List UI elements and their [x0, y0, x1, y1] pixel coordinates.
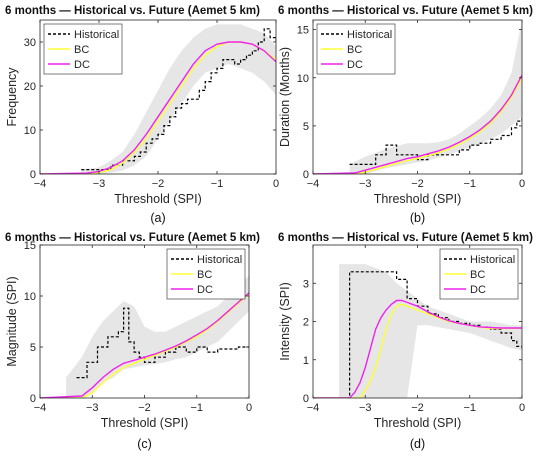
legend-label-bc: BC — [74, 44, 89, 56]
series-line-historical — [81, 28, 276, 171]
chart-panel-3: −4 −3 −2 −1 0 0 5 10 15 Threshold (SPI) Magnitude … — [5, 232, 260, 451]
panel-caption: (b) — [410, 211, 425, 225]
series-line-historical — [76, 307, 249, 379]
x-tick-label: −2 — [152, 178, 165, 190]
y-tick-label: 5 — [30, 342, 36, 354]
panel-caption: (c) — [137, 437, 152, 451]
legend: Historical BC DC — [439, 248, 519, 300]
x-tick-label: −1 — [463, 402, 476, 414]
x-tick-label: −1 — [211, 178, 224, 190]
x-tick-label: −1 — [190, 402, 203, 414]
y-tick-label: 5 — [303, 121, 309, 133]
x-tick-label: 0 — [246, 402, 252, 414]
series-line-dc — [313, 299, 522, 398]
y-axis-label: Magnitude (SPI) — [5, 276, 19, 366]
series-line-bc — [40, 293, 249, 398]
series-line-dc — [313, 74, 522, 174]
y-tick-label: 0 — [30, 169, 36, 181]
y-tick-label: 10 — [24, 291, 36, 303]
uncertainty-band — [66, 275, 249, 398]
legend-label-historical: Historical — [197, 254, 242, 266]
x-tick-label: −2 — [411, 178, 424, 190]
series-line-historical — [349, 116, 522, 165]
uncertainty-band — [349, 20, 522, 174]
chart-panel-4: −4 −3 −2 −1 0 0 1 2 3 Threshold (SPI) Intensity (S… — [278, 232, 533, 451]
x-tick-label: −4 — [307, 178, 320, 190]
chart-title: 6 months — Historical vs. Future (Aemet … — [5, 232, 260, 244]
y-tick-label: 15 — [24, 240, 36, 252]
x-tick-label: −4 — [34, 402, 47, 414]
legend-label-dc: DC — [74, 59, 90, 71]
legend-label-dc: DC — [197, 284, 213, 296]
y-axis-label: Intensity (SPI) — [278, 282, 292, 361]
y-tick-label: 0 — [303, 393, 309, 405]
y-tick-label: 3 — [303, 278, 309, 290]
legend-label-historical: Historical — [470, 254, 515, 266]
x-tick-label: −3 — [93, 178, 106, 190]
chart-panel-2: −4 −3 −2 −1 0 0 5 10 15 Threshold (SPI) Duration (… — [278, 5, 533, 225]
x-tick-label: −3 — [86, 402, 99, 414]
y-tick-label: 2 — [303, 317, 309, 329]
legend-label-bc: BC — [197, 269, 212, 281]
series-line-historical — [347, 271, 522, 398]
x-tick-label: 0 — [519, 178, 525, 190]
legend-label-dc: DC — [347, 59, 363, 71]
chart-title: 6 months — Historical vs. Future (Aemet … — [278, 5, 533, 17]
legend-label-dc: DC — [470, 284, 486, 296]
x-axis-label: Threshold (SPI) — [101, 416, 189, 430]
legend-label-bc: BC — [470, 269, 485, 281]
legend-label-bc: BC — [347, 44, 362, 56]
x-axis-label: Threshold (SPI) — [374, 192, 462, 206]
y-tick-label: 0 — [303, 169, 309, 181]
y-tick-label: 0 — [30, 393, 36, 405]
y-tick-label: 1 — [303, 355, 309, 367]
y-tick-label: 30 — [24, 37, 36, 49]
chart-panel-1: −4 −3 −2 −1 0 0 10 20 30 Threshold (SPI) Frequency… — [5, 5, 279, 225]
x-tick-label: −3 — [359, 178, 372, 190]
legend-label-historical: Historical — [347, 29, 392, 41]
x-tick-label: −3 — [359, 402, 372, 414]
legend-label-historical: Historical — [74, 29, 119, 41]
y-axis-label: Duration (Months) — [278, 47, 292, 147]
series-line-dc — [40, 41, 276, 174]
series-line-bc — [313, 77, 522, 174]
legend: Historical BC DC — [43, 23, 123, 75]
y-axis-label: Frequency — [5, 67, 19, 127]
y-tick-label: 10 — [24, 125, 36, 137]
x-tick-label: −4 — [34, 178, 47, 190]
x-tick-label: −2 — [411, 402, 424, 414]
y-tick-label: 10 — [297, 73, 309, 85]
legend: Historical BC DC — [316, 23, 396, 75]
panel-caption: (d) — [410, 437, 425, 451]
chart-title: 6 months — Historical vs. Future (Aemet … — [5, 5, 260, 17]
x-axis-label: Threshold (SPI) — [374, 416, 462, 430]
y-tick-label: 15 — [297, 25, 309, 37]
chart-title: 6 months — Historical vs. Future (Aemet … — [278, 232, 533, 244]
x-tick-label: −2 — [138, 402, 151, 414]
legend: Historical BC DC — [166, 248, 246, 300]
x-tick-label: 0 — [519, 402, 525, 414]
x-tick-label: −4 — [307, 402, 320, 414]
x-axis-label: Threshold (SPI) — [114, 192, 202, 206]
uncertainty-band — [81, 24, 276, 174]
series-line-dc — [40, 292, 249, 398]
x-tick-label: 0 — [273, 178, 279, 190]
uncertainty-band — [339, 264, 522, 398]
panel-caption: (a) — [150, 211, 165, 225]
y-tick-label: 20 — [24, 81, 36, 93]
x-tick-label: −1 — [463, 178, 476, 190]
